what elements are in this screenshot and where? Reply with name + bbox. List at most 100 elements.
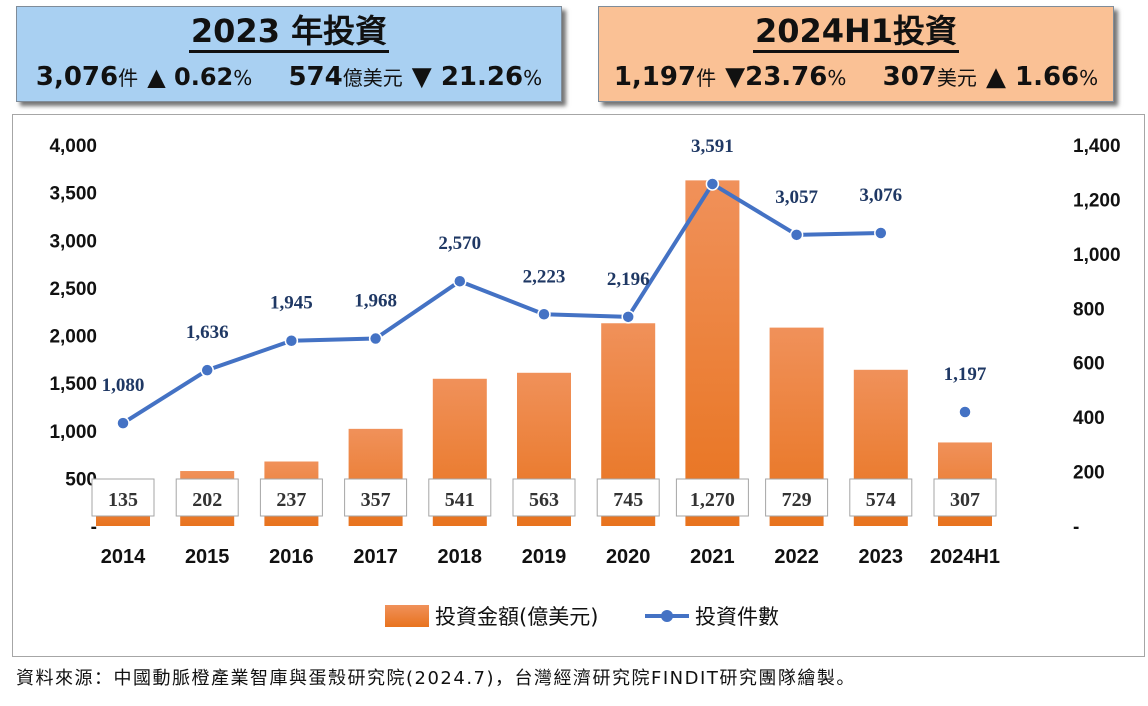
- left-axis-tick-label: 1,000: [49, 422, 97, 443]
- cases-unit-2023: 件: [118, 66, 139, 90]
- category-label: 2017: [353, 546, 398, 568]
- count-point-2023: [874, 226, 888, 240]
- combo-chart: - 500 1,000 1,500 2,000 2,500 3,000 3,500 4,000 -…: [49, 136, 1121, 629]
- bar-value-box: [596, 478, 660, 517]
- count-point-2019: [537, 307, 551, 322]
- bar-value-box: [849, 478, 913, 517]
- legend-bar-label: 投資金額(億美元): [435, 605, 598, 629]
- right-axis-tick-label: 800: [1073, 299, 1105, 320]
- cases-2023: 3,076: [35, 62, 119, 92]
- count-value-label: 3,057: [775, 187, 818, 208]
- legend-line-marker: [661, 610, 673, 622]
- right-axis-tick-label: 1,400: [1073, 136, 1121, 157]
- category-label: 2014: [101, 546, 146, 568]
- cases-change-pct-2024h1: %: [827, 66, 847, 90]
- right-axis-tick-label: -: [1073, 517, 1079, 538]
- summary-box-2024h1: 2024H1投資 1,197件 ▼23.76% 307美元 ▲ 1.66%: [598, 6, 1114, 102]
- right-axis-tick-label: 1,000: [1073, 245, 1121, 266]
- bar-value-label: 1,270: [690, 489, 735, 511]
- bar-value-label: 729: [782, 489, 812, 511]
- right-axis-tick-label: 400: [1073, 408, 1105, 429]
- legend-bar-swatch: [385, 605, 429, 627]
- category-label: 2018: [438, 546, 483, 568]
- bar-value-label: 541: [445, 489, 475, 511]
- bar-value-box: [428, 478, 492, 517]
- left-axis-tick-label: 3,000: [49, 231, 97, 252]
- count-point-2020: [621, 310, 635, 324]
- category-label: 2020: [606, 546, 651, 568]
- right-axis-tick-label: 200: [1073, 463, 1105, 484]
- count-point-2018: [453, 274, 467, 288]
- bar-value-label: 307: [950, 489, 980, 511]
- left-axis-tick-label: 4,000: [49, 136, 97, 157]
- count-point-2016: [284, 333, 299, 348]
- bar-value-box: [344, 478, 408, 517]
- right-axis-tick-label: 600: [1073, 354, 1105, 375]
- left-axis-tick-label: 2,500: [49, 279, 97, 300]
- category-label: 2021: [690, 546, 735, 568]
- right-axis-tick-label: 1,200: [1073, 190, 1121, 211]
- category-label: 2015: [185, 546, 230, 568]
- count-line: [121, 181, 881, 425]
- category-label: 2024H1: [930, 546, 1000, 568]
- amount-2024h1: 307: [882, 62, 937, 92]
- bar-value-label: 574: [866, 489, 896, 511]
- bar-value-box: [91, 478, 155, 517]
- bar-value-label: 357: [361, 489, 391, 511]
- left-axis-tick-label: 1,500: [49, 374, 97, 395]
- count-value-label: 2,570: [438, 233, 481, 254]
- amount-unit-2024h1: 美元: [936, 66, 977, 90]
- bar-value-label: 202: [192, 489, 222, 511]
- amount-change-pct-2024h1: %: [1079, 66, 1099, 90]
- amount-change-2024h1: ▲ 1.66: [985, 62, 1080, 92]
- count-value-label: 1,636: [186, 322, 229, 343]
- count-value-label: 1,945: [270, 293, 313, 314]
- bar-value-label: 237: [276, 489, 306, 511]
- amount-2023: 574: [288, 62, 343, 92]
- count-value-label: 3,076: [859, 185, 902, 206]
- count-value-label: 2,223: [523, 266, 566, 287]
- amount-unit-2023: 億美元: [342, 66, 403, 90]
- count-point-2017: [368, 331, 383, 346]
- legend-line-label: 投資件數: [695, 605, 779, 629]
- cases-unit-2024h1: 件: [696, 66, 717, 90]
- count-value-label: 1,197: [944, 364, 987, 385]
- summary-title-2024h1: 2024H1投資: [752, 12, 960, 53]
- count-point-2022: [789, 228, 804, 242]
- chart-frame: - 500 1,000 1,500 2,000 2,500 3,000 3,500 4,000 -…: [12, 114, 1145, 657]
- bar-value-box: [675, 478, 749, 517]
- count-value-label: 2,196: [607, 269, 650, 290]
- bar-value-box: [259, 478, 323, 517]
- bar-value-box: [175, 478, 239, 517]
- count-point-2014: [116, 416, 130, 430]
- cases-change-pct-2023: %: [233, 66, 253, 90]
- bar-value-box: [765, 478, 829, 517]
- left-axis-tick-label: -: [91, 517, 97, 538]
- bar-value-label: 135: [108, 489, 138, 511]
- count-value-label: 1,968: [354, 291, 397, 312]
- count-point-2021: [705, 177, 720, 191]
- summary-box-2023: 2023 年投資 3,076件 ▲ 0.62% 574億美元 ▼ 21.26%: [16, 6, 562, 102]
- category-label: 2022: [774, 546, 819, 568]
- category-label: 2019: [522, 546, 567, 568]
- cases-change-2024h1: ▼23.76: [725, 62, 828, 92]
- cases-change-2023: ▲ 0.62: [147, 63, 234, 91]
- bar-value-box: [512, 478, 576, 517]
- bar-value-box: [933, 478, 997, 517]
- cases-2024h1: 1,197: [613, 62, 697, 92]
- left-axis-tick-label: 2,000: [49, 327, 97, 348]
- summary-title-2023: 2023 年投資: [188, 12, 390, 53]
- bar-2021: [685, 180, 740, 526]
- category-label: 2023: [859, 546, 904, 568]
- count-point-2024H1: [958, 405, 972, 419]
- count-value-label: 3,591: [691, 136, 734, 157]
- summary-stats-2024h1: 1,197件 ▼23.76% 307美元 ▲ 1.66%: [599, 61, 1113, 94]
- amount-change-pct-2023: %: [523, 66, 543, 90]
- left-axis-tick-label: 500: [65, 469, 97, 490]
- bar-value-label: 563: [529, 489, 559, 511]
- amount-change-2023: ▼ 21.26: [411, 62, 524, 92]
- summary-stats-2023: 3,076件 ▲ 0.62% 574億美元 ▼ 21.26%: [17, 61, 561, 94]
- left-axis-tick-label: 3,500: [49, 184, 97, 205]
- source-note: 資料來源：中國動脈橙產業智庫與蛋殼研究院(2024.7)，台灣經濟研究院FIND…: [16, 668, 856, 689]
- bar-value-label: 745: [613, 489, 643, 511]
